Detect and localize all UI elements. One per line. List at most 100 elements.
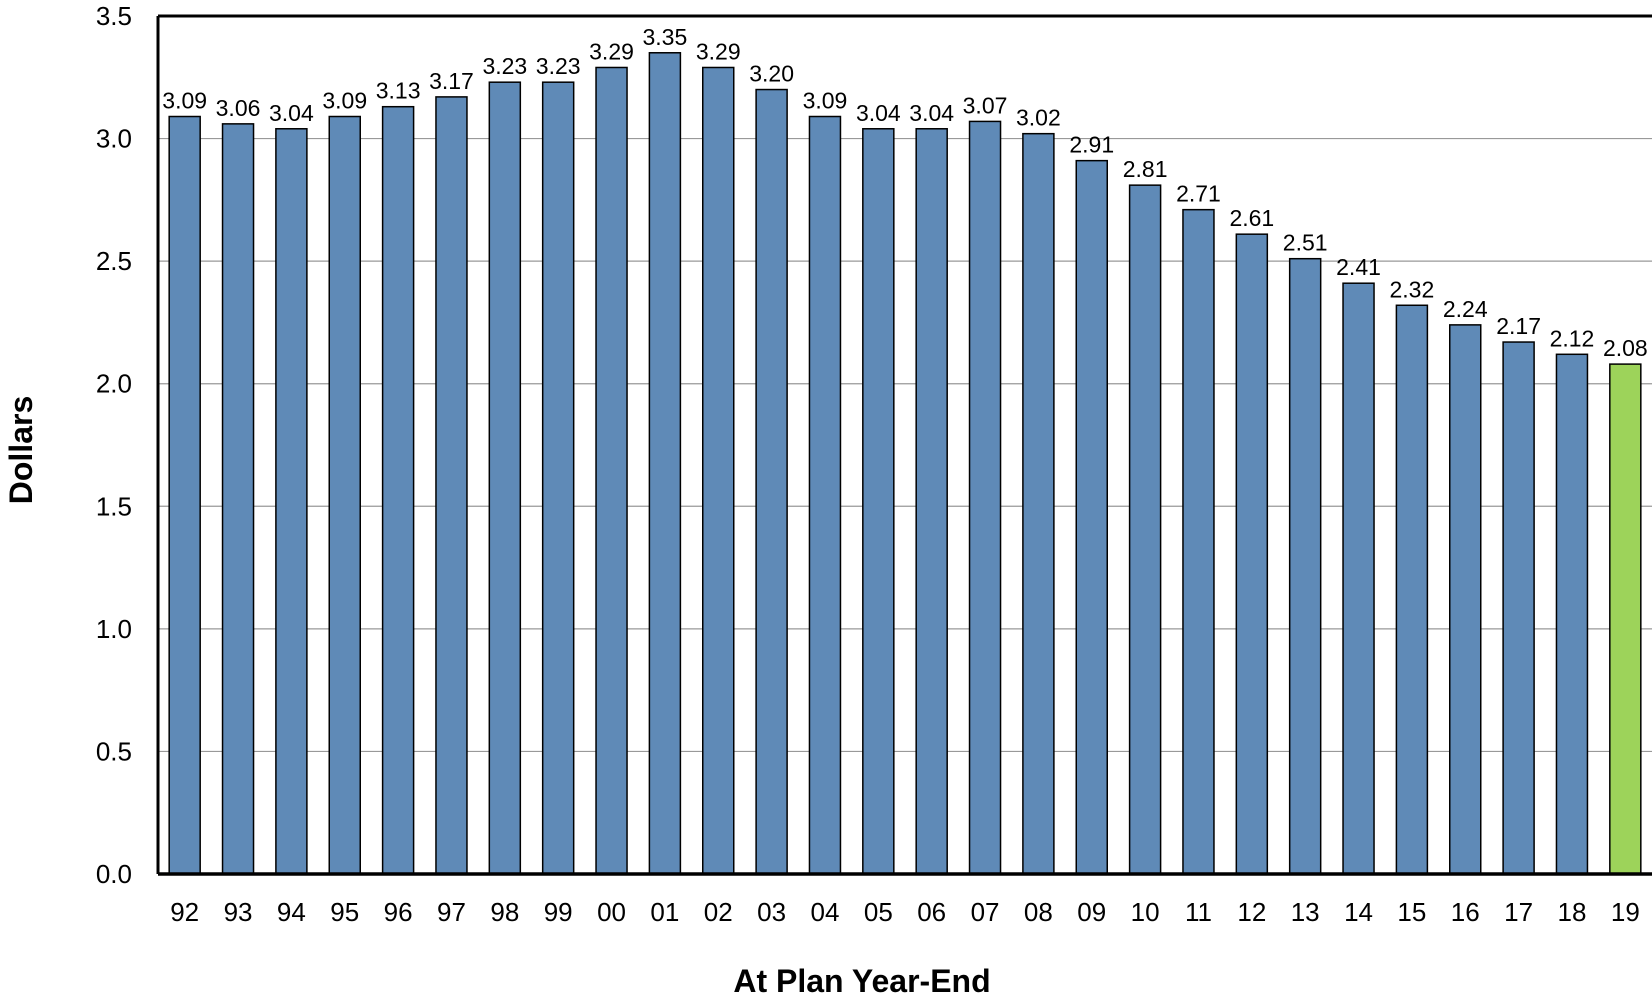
y-tick-label: 3.0 <box>96 124 132 154</box>
x-tick-label: 96 <box>384 897 413 927</box>
x-tick-label: 10 <box>1131 897 1160 927</box>
data-label: 2.24 <box>1443 296 1488 322</box>
bar <box>1022 132 1055 875</box>
x-tick-label: 13 <box>1291 897 1320 927</box>
bar <box>648 52 682 875</box>
bar <box>221 123 255 875</box>
x-tick-label: 19 <box>1611 897 1640 927</box>
x-tick-label: 14 <box>1344 897 1373 927</box>
data-label: 2.41 <box>1336 254 1381 280</box>
data-label: 3.04 <box>269 100 314 126</box>
bar <box>1555 353 1589 875</box>
y-axis-title: Dollars <box>3 396 39 504</box>
data-label: 3.02 <box>1016 105 1061 131</box>
bar <box>381 105 415 875</box>
bar <box>1395 304 1429 875</box>
data-label: 2.32 <box>1390 276 1435 302</box>
bar <box>1235 233 1269 875</box>
bar <box>168 115 201 875</box>
bar <box>1449 324 1482 875</box>
data-label: 3.07 <box>963 92 1008 118</box>
data-label: 3.29 <box>696 38 741 64</box>
bar <box>1075 159 1108 875</box>
y-tick-label: 0.0 <box>96 859 132 889</box>
y-tick-label: 3.5 <box>96 1 132 31</box>
x-tick-label: 95 <box>330 897 359 927</box>
x-tick-label: 06 <box>917 897 946 927</box>
y-tick-label: 2.5 <box>96 246 132 276</box>
x-tick-label: 02 <box>704 897 733 927</box>
y-tick-label: 1.0 <box>96 614 132 644</box>
x-tick-label: 08 <box>1024 897 1053 927</box>
bar <box>541 81 575 875</box>
data-label: 2.71 <box>1176 181 1221 207</box>
data-label: 3.04 <box>909 100 954 126</box>
data-label: 3.17 <box>429 68 474 94</box>
y-tick-label: 1.5 <box>96 491 132 521</box>
x-tick-label: 98 <box>490 897 519 927</box>
data-label: 3.09 <box>322 88 367 114</box>
bar <box>808 115 842 875</box>
x-axis-ticks: 92 93 94 95 96 97 98 99 00 01 02 03 04 05 06 07 08 09 10 11… <box>170 897 1640 927</box>
bar <box>915 128 948 875</box>
bar <box>1182 208 1215 875</box>
data-label: 3.35 <box>643 24 688 50</box>
x-tick-label: 99 <box>544 897 573 927</box>
plot-frame <box>156 14 1652 876</box>
data-label: 3.06 <box>216 95 261 121</box>
data-label: 3.09 <box>162 88 207 114</box>
data-label: 2.08 <box>1603 335 1648 361</box>
bar <box>755 88 788 875</box>
data-label: 2.12 <box>1550 325 1595 351</box>
data-label: 3.23 <box>536 53 581 79</box>
data-label: 3.23 <box>482 53 527 79</box>
x-tick-label: 09 <box>1077 897 1106 927</box>
x-tick-label: 04 <box>811 897 840 927</box>
data-label: 2.91 <box>1069 132 1114 158</box>
x-tick-label: 00 <box>597 897 626 927</box>
y-tick-label: 2.0 <box>96 369 132 399</box>
bar <box>968 120 1002 875</box>
bar <box>595 66 628 875</box>
data-label: 3.29 <box>589 38 634 64</box>
x-tick-label: 15 <box>1397 897 1426 927</box>
x-tick-label: 03 <box>757 897 786 927</box>
data-label: 3.20 <box>749 61 794 87</box>
data-label: 2.17 <box>1496 313 1541 339</box>
bar <box>328 115 361 875</box>
data-label: 2.61 <box>1229 205 1274 231</box>
bar <box>488 81 522 875</box>
bar <box>1502 341 1535 875</box>
bar <box>862 128 895 875</box>
bar <box>702 66 735 875</box>
x-tick-label: 12 <box>1237 897 1266 927</box>
x-tick-label: 94 <box>277 897 306 927</box>
x-tick-label: 16 <box>1451 897 1480 927</box>
x-tick-label: 18 <box>1558 897 1587 927</box>
bar <box>1128 184 1162 875</box>
bar <box>275 128 308 875</box>
data-label: 3.13 <box>376 78 421 104</box>
data-labels: 3.09 3.06 3.04 3.09 3.13 3.17 3.23 3.23 3.29 3.35… <box>162 24 1647 361</box>
x-tick-label: 01 <box>650 897 679 927</box>
x-tick-label: 17 <box>1504 897 1533 927</box>
bar <box>1609 363 1642 875</box>
y-tick-label: 0.5 <box>96 736 132 766</box>
bars <box>168 52 1642 875</box>
x-tick-label: 11 <box>1185 897 1212 927</box>
bar <box>1342 282 1375 875</box>
bar <box>435 96 468 875</box>
bar <box>1288 257 1322 875</box>
data-label: 2.51 <box>1283 230 1328 256</box>
x-axis-title: At Plan Year-End <box>733 963 990 999</box>
data-label: 3.04 <box>856 100 901 126</box>
x-tick-label: 92 <box>170 897 199 927</box>
y-axis-ticks: 0.0 0.5 1.0 1.5 2.0 2.5 3.0 3.5 <box>96 1 132 889</box>
data-label: 3.09 <box>803 88 848 114</box>
x-tick-label: 05 <box>864 897 893 927</box>
x-tick-label: 93 <box>224 897 253 927</box>
data-label: 2.81 <box>1123 156 1168 182</box>
x-tick-label: 97 <box>437 897 466 927</box>
x-tick-label: 07 <box>971 897 1000 927</box>
